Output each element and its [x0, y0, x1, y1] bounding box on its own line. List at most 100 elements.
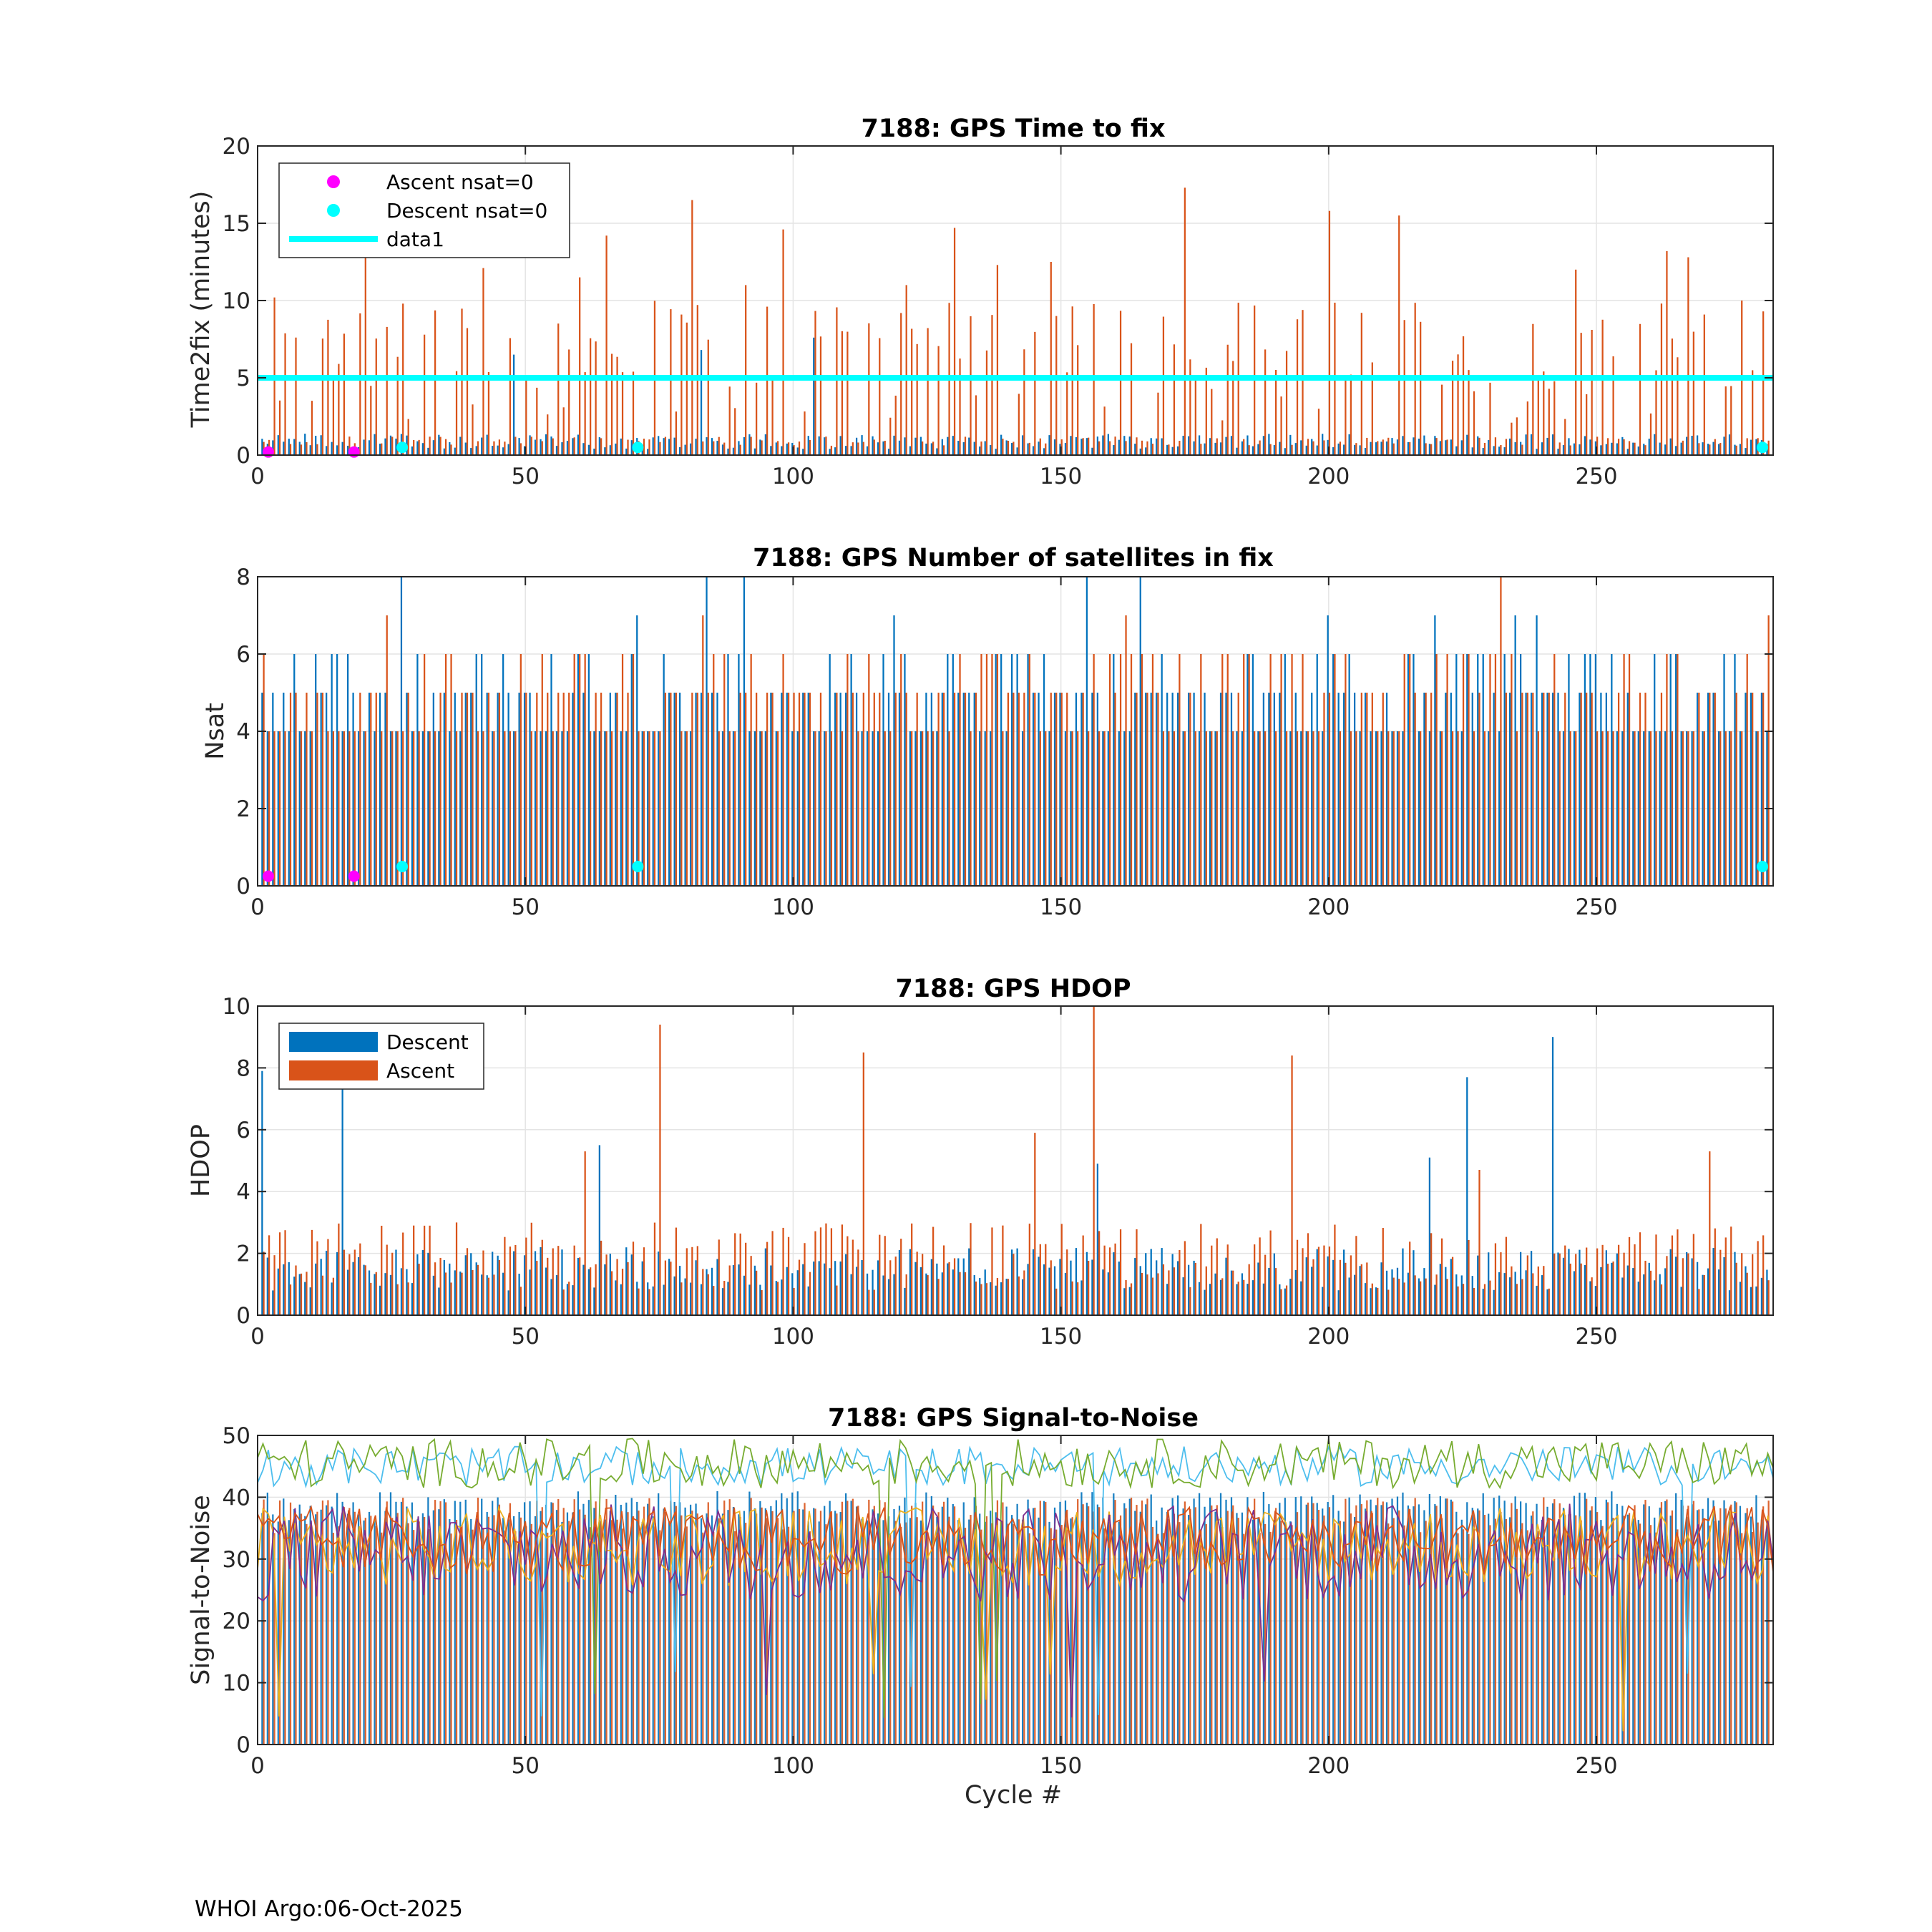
- descent-bar: [673, 1276, 675, 1315]
- snr-ascent-bar: [787, 1526, 790, 1745]
- descent-bar: [711, 438, 713, 455]
- snr-ascent-bar: [991, 1523, 993, 1745]
- snr-descent-bar: [1182, 1508, 1184, 1745]
- descent-bar: [995, 1285, 997, 1315]
- ascent-bar: [1430, 1233, 1433, 1315]
- descent-bar: [1091, 1259, 1093, 1315]
- descent-bar: [368, 1270, 371, 1315]
- snr-ascent-bar: [638, 1511, 640, 1745]
- ascent-bar: [1548, 1288, 1550, 1315]
- descent-bar: [807, 436, 809, 455]
- snr-ascent-bar: [1692, 1501, 1694, 1745]
- ascent-bar: [1141, 654, 1143, 886]
- snr-ascent-bar: [396, 1513, 399, 1745]
- snr-descent-bar: [919, 1520, 922, 1745]
- plot-background: [258, 1006, 1773, 1315]
- ascent-bar: [327, 319, 329, 455]
- snr-descent-bar: [1166, 1511, 1169, 1745]
- descent-bar: [952, 1269, 954, 1315]
- descent-bar: [566, 441, 569, 455]
- descent-bar: [1102, 731, 1104, 886]
- descent-bar: [919, 436, 922, 455]
- snr-ascent-bar: [590, 1527, 592, 1745]
- descent-bar: [1016, 654, 1018, 886]
- descent-bar: [1241, 1273, 1244, 1315]
- ascent-bar: [306, 441, 308, 455]
- descent-bar: [1712, 1248, 1714, 1315]
- snr-descent-bar: [1005, 1506, 1008, 1745]
- descent-bar: [759, 1284, 761, 1315]
- descent-bar: [1139, 448, 1141, 455]
- snr-ascent-bar: [487, 1516, 490, 1745]
- descent-bar: [1209, 1284, 1211, 1315]
- ascent-bar: [579, 654, 581, 886]
- descent-bar: [261, 1070, 263, 1315]
- ascent-bar: [482, 1250, 484, 1315]
- ascent-bar: [1060, 1224, 1063, 1315]
- snr-descent-bar: [1273, 1519, 1275, 1745]
- descent-bar: [721, 1288, 724, 1315]
- y-tick-label: 50: [223, 1423, 250, 1449]
- snr-ascent-bar: [1420, 1532, 1422, 1745]
- ascent-bar: [798, 693, 801, 886]
- descent-bar: [1161, 1248, 1163, 1315]
- snr-ascent-bar: [1532, 1511, 1534, 1745]
- descent-bar: [1594, 441, 1597, 455]
- snr-ascent-bar: [1339, 1521, 1342, 1745]
- axes-frame: [257, 1005, 1774, 1316]
- snr-descent-bar: [1551, 1503, 1554, 1745]
- ascent-bar: [1526, 693, 1528, 886]
- snr-descent-bar: [1311, 1496, 1313, 1745]
- ascent-bar: [300, 731, 303, 886]
- snr-descent-bar: [1471, 1508, 1473, 1745]
- descent-bar: [1589, 439, 1591, 455]
- snr-ascent-bar: [1617, 1531, 1620, 1745]
- snr-ascent-bar: [1060, 1525, 1063, 1745]
- ascent-bar: [407, 419, 409, 455]
- ascent-bar: [590, 1267, 592, 1315]
- ascent-bar: [787, 1236, 790, 1315]
- snr-ascent-bar: [1050, 1528, 1052, 1745]
- ascent-bar: [879, 693, 881, 886]
- descent-bar: [936, 1263, 938, 1315]
- descent-bar: [1284, 654, 1286, 886]
- ascent-bar: [734, 1233, 736, 1315]
- descent-bar: [346, 654, 349, 886]
- ascent-bar: [364, 254, 366, 455]
- ascent-bar: [1714, 1228, 1716, 1315]
- ascent-bar: [600, 438, 602, 455]
- descent-bar: [995, 449, 997, 455]
- descent-bar: [1616, 443, 1618, 455]
- ascent-bar: [991, 315, 993, 455]
- descent-bar: [1466, 1077, 1468, 1315]
- descent-bar: [914, 1262, 917, 1315]
- snr-descent-bar: [636, 1501, 638, 1745]
- snr-ascent-bar: [1221, 1526, 1224, 1745]
- ascent-bar: [1307, 731, 1309, 886]
- snr-descent-bar: [1605, 1499, 1607, 1745]
- ascent-bar: [1387, 1289, 1390, 1315]
- ascent-bar: [364, 731, 366, 886]
- descent-bar: [700, 693, 703, 886]
- descent-bar: [898, 1250, 901, 1315]
- descent-bar: [374, 1274, 376, 1315]
- ascent-bar: [1243, 439, 1245, 455]
- descent-bar: [507, 693, 509, 886]
- snr-ascent-bar: [728, 1499, 731, 1745]
- ascent-bar: [1606, 1264, 1609, 1315]
- ascent-bar: [498, 1259, 501, 1315]
- ascent-bar: [766, 693, 769, 886]
- snr-ascent-bar: [847, 1501, 849, 1745]
- snr-ascent-bar: [814, 1508, 816, 1745]
- ascent-bar: [734, 731, 736, 886]
- ascent-bar: [1269, 1230, 1272, 1315]
- x-tick-label: 250: [1575, 1753, 1617, 1779]
- descent-bar: [272, 440, 274, 455]
- ascent-bar: [664, 1260, 667, 1315]
- snr-descent-bar: [1043, 1501, 1045, 1745]
- snr-descent-bar: [990, 1511, 992, 1745]
- ascent-bar: [1601, 1244, 1604, 1315]
- ascent-bar: [477, 441, 479, 455]
- ascent-bar: [557, 1246, 560, 1315]
- descent-bar: [930, 1259, 932, 1315]
